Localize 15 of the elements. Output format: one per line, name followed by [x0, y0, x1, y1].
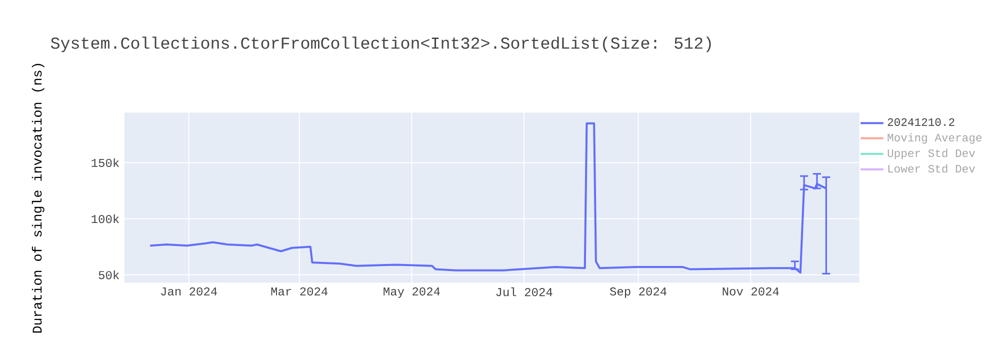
- legend-label: Moving Average: [888, 133, 982, 144]
- x-tick-label: Mar 2024: [271, 287, 328, 296]
- y-axis-title: Duration of single invocation (ns): [32, 64, 44, 333]
- x-tick-label: Jan 2024: [161, 287, 217, 296]
- x-tick-label: Nov 2024: [722, 287, 779, 296]
- legend-label: Lower Std Dev: [888, 164, 976, 173]
- legend-label: 20241210.2: [888, 118, 954, 126]
- y-tick-label: 50k: [98, 270, 120, 280]
- x-tick-label: Jul 2024: [496, 287, 552, 296]
- chart-title: System.Collections.CtorFromCollection<Int32>.SortedList(Size: 512): [50, 36, 711, 52]
- x-tick-label: Sep 2024: [610, 287, 666, 298]
- y-tick-label: 150k: [92, 158, 120, 168]
- legend-label: Upper Std Dev: [888, 148, 976, 160]
- x-tick-label: May 2024: [384, 287, 440, 298]
- y-tick-label: 100k: [92, 214, 120, 224]
